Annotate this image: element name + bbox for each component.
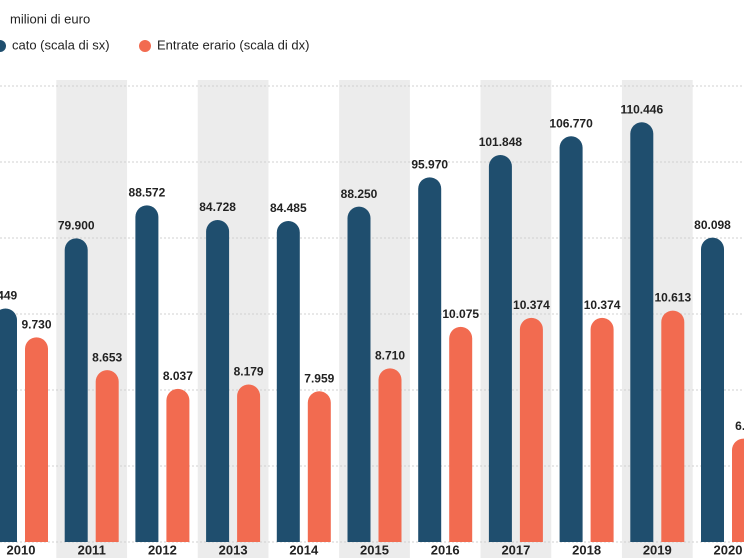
bar (0, 308, 17, 542)
bar (135, 205, 159, 542)
bar (449, 326, 473, 542)
bar (519, 317, 543, 542)
data-label: 8.179 (234, 365, 264, 379)
data-label: 88.572 (129, 186, 166, 200)
legend-marker (0, 40, 6, 52)
bar (307, 391, 331, 542)
x-tick-label: 2018 (572, 542, 601, 557)
data-label: 10.613 (654, 291, 691, 305)
data-label: 6.4 (735, 419, 744, 433)
bar (590, 317, 614, 542)
data-label: 88.250 (341, 187, 378, 201)
data-label: 7.959 (304, 371, 334, 385)
x-tick-label: 2015 (360, 542, 389, 557)
data-label: 8.653 (92, 350, 122, 364)
legend-label: cato (scala di sx) (12, 37, 110, 52)
bar (276, 220, 300, 542)
data-label: 10.374 (513, 298, 550, 312)
x-tick-label: 2011 (78, 542, 106, 557)
data-label: 80.098 (694, 218, 731, 232)
bar (206, 220, 230, 542)
data-label: 106.770 (549, 116, 593, 130)
x-tick-label: 2020 (714, 542, 743, 557)
data-label: 9.730 (21, 318, 51, 332)
bar (418, 177, 442, 542)
chart-subtitle: milioni di euro (10, 11, 90, 26)
bar (347, 206, 371, 542)
bar (559, 136, 583, 543)
data-label: 10.075 (442, 307, 479, 321)
data-label: 84.485 (270, 201, 307, 215)
data-label: 10.374 (584, 298, 621, 312)
bar (630, 122, 654, 543)
x-tick-label: 2012 (148, 542, 177, 557)
bar (732, 438, 744, 542)
legend-label: Entrate erario (scala di dx) (157, 37, 309, 52)
data-label: 8.037 (163, 369, 193, 383)
bar (378, 368, 402, 542)
legend-marker (139, 40, 151, 52)
data-label: 8.710 (375, 349, 405, 363)
data-label: .449 (0, 289, 18, 303)
x-tick-label: 2016 (431, 542, 460, 557)
bar (25, 337, 48, 542)
data-label: 95.970 (411, 157, 448, 171)
bar (64, 238, 88, 543)
x-tick-label: 2017 (501, 542, 530, 557)
bar (166, 388, 190, 542)
bar (95, 370, 119, 542)
data-label: 84.728 (199, 200, 236, 214)
bar (701, 237, 724, 542)
x-tick-label: 2010 (7, 542, 36, 557)
x-tick-label: 2013 (219, 542, 248, 557)
bar (661, 310, 685, 542)
data-label: 101.848 (479, 135, 523, 149)
bar (488, 154, 512, 542)
data-label: 110.446 (620, 102, 663, 116)
data-label: 79.900 (58, 219, 95, 233)
x-tick-label: 2014 (289, 542, 319, 557)
bar (237, 384, 261, 542)
x-tick-label: 2019 (643, 542, 672, 557)
